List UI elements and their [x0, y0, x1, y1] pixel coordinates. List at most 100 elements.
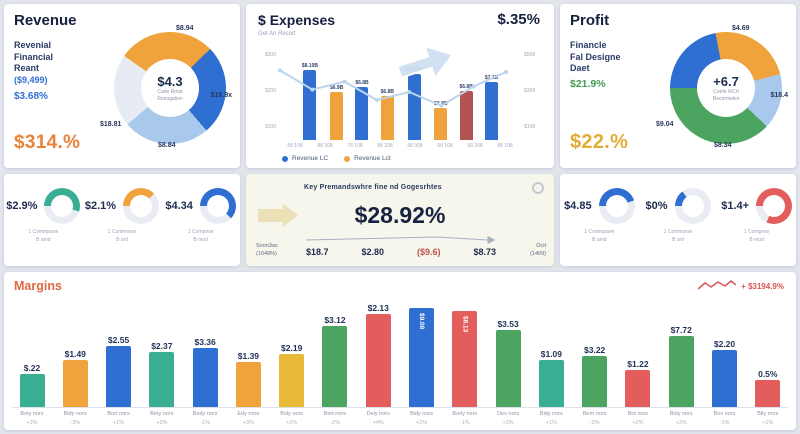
- kpi-caption: 1 Comprise B mod: [187, 229, 214, 243]
- gauge-ring-icon[interactable]: [44, 188, 81, 224]
- expense-bar-item[interactable]: $8.30B: [406, 67, 422, 140]
- margin-bar-item[interactable]: $3.53 Dev nors +3%: [488, 319, 528, 428]
- expense-bar-item[interactable]: $2.9B: [434, 101, 447, 140]
- margin-bar-item[interactable]: $2.19 Boly nors +2%: [272, 343, 312, 428]
- margin-x-sublabel: +2%: [415, 420, 428, 426]
- margins-panel: Margins + $3194.9% $.22 Boty nors +2% $1.49…: [4, 272, 796, 430]
- expenses-subtitle: Get An Recort: [258, 31, 296, 37]
- margin-bar[interactable]: [279, 354, 305, 408]
- margin-bar[interactable]: [712, 350, 737, 408]
- expense-bar[interactable]: [330, 92, 344, 140]
- margin-bar[interactable]: [668, 336, 694, 408]
- key-metrics-right-label: Ocit (1409): [530, 242, 546, 257]
- kpi-gauge-item[interactable]: $1.4+ 1 Comprise B mod: [721, 188, 793, 244]
- margin-bar-item[interactable]: $1.22 Bot nors +2%: [618, 359, 658, 428]
- expense-bar[interactable]: [434, 107, 448, 140]
- margin-bar[interactable]: [582, 356, 608, 408]
- margin-bar-item[interactable]: $3.12 Bert nore -2%: [315, 315, 355, 428]
- metric-value: $8.73: [473, 247, 496, 257]
- expenses-bar-chart[interactable]: $8.10B $6.9B $6.8B $6.8B $8.30B $2.9B $6.8B $7.…: [278, 44, 520, 140]
- expense-bar[interactable]: [459, 90, 473, 140]
- margin-bar-item[interactable]: $2.13 Dely nors +4%: [358, 303, 398, 428]
- margin-bar[interactable]: [538, 360, 564, 408]
- expense-bar-item[interactable]: $7.1B: [485, 75, 498, 140]
- profit-segment-label: $4.69: [732, 25, 750, 32]
- kpi-gauge-item[interactable]: $2.1% 1 Commorse B srd: [85, 188, 160, 244]
- expense-bar-item[interactable]: $6.8B: [381, 89, 394, 140]
- legend-item[interactable]: Revenue Lct: [344, 155, 391, 162]
- revenue-donut-center: $4.3 Carle Rotat Renogation: [141, 59, 199, 117]
- expense-bar[interactable]: [380, 95, 394, 140]
- gauge-ring-icon[interactable]: [199, 188, 236, 224]
- expense-x-label: 58 108: [287, 143, 303, 149]
- margin-bar-item[interactable]: $2.37 Bety nors +2%: [142, 341, 182, 428]
- expense-bar[interactable]: [484, 82, 498, 140]
- margin-bar[interactable]: [106, 346, 132, 408]
- margin-bar-item[interactable]: $9.08 Bidy nors +2%: [402, 297, 442, 428]
- expense-bar[interactable]: [407, 73, 421, 140]
- margins-bar-chart[interactable]: $.22 Boty nors +2% $1.49 Bidy nore -3% $2.55 Bo…: [12, 294, 788, 428]
- gauge-ring-icon[interactable]: [674, 188, 711, 224]
- expense-bar[interactable]: [355, 87, 369, 140]
- margin-bar[interactable]: [149, 352, 175, 408]
- top-row: Revenue Revenial Financial Reant ($9,499…: [4, 4, 796, 168]
- margin-bar[interactable]: [495, 330, 521, 408]
- margin-bar-item[interactable]: $3.22 Bem nors -2%: [575, 345, 615, 428]
- profit-summary: Financle Fal Designe Daet $21.9%: [570, 40, 621, 92]
- profit-segment-label: $8.34: [714, 142, 732, 149]
- margin-x-sublabel: +4%: [372, 420, 384, 426]
- profit-donut-chart[interactable]: +6.7 Crarle foCrt Recermeles $4.69 $18.4…: [656, 25, 788, 149]
- gauge-ring-icon[interactable]: [756, 188, 793, 224]
- margin-bar[interactable]: [62, 360, 88, 408]
- expense-bar-item[interactable]: $6.8B: [355, 80, 369, 140]
- margin-bar-item[interactable]: $2.20 Bov nors -1%: [705, 339, 745, 428]
- margin-x-sublabel: +1%: [112, 420, 125, 426]
- margin-bar[interactable]: [625, 370, 651, 408]
- kpi-value: $0%: [645, 200, 668, 212]
- margin-x-label: Bem nors: [582, 411, 607, 417]
- expense-bar-item[interactable]: $6.8B: [459, 84, 473, 140]
- margin-bar[interactable]: $8.13: [452, 311, 478, 408]
- kpi-value: $4.85: [564, 200, 592, 212]
- margin-bar-item[interactable]: $2.55 Bort nors +1%: [99, 335, 139, 428]
- kpi-gauge-item[interactable]: $4.85 1 Commpane B amd: [563, 188, 635, 244]
- margin-bar[interactable]: [755, 380, 781, 408]
- margin-bar[interactable]: [365, 314, 391, 408]
- margin-bar-item[interactable]: $1.39 Edy nore +3%: [228, 351, 268, 428]
- margin-bar[interactable]: [192, 348, 218, 408]
- target-ring-icon: [532, 182, 544, 194]
- expense-bar[interactable]: [303, 70, 317, 140]
- expense-bar-item[interactable]: $6.9B: [330, 85, 343, 140]
- spark-line-icon: [698, 280, 737, 290]
- profit-title: Profit: [570, 12, 610, 29]
- margin-bar-value-label: $1.22: [627, 359, 649, 369]
- margin-bar-value-label: $2.13: [367, 303, 389, 313]
- margin-x-sublabel: +3%: [675, 420, 687, 426]
- kpi-gauge-item[interactable]: $0% 1 Commorse B srd: [642, 188, 714, 244]
- margin-bar-item[interactable]: 0.5% Bily nors +1%: [748, 369, 788, 428]
- expense-bar-label: $8.10B: [301, 63, 318, 70]
- margin-bar-item[interactable]: $8.13 Borly nors -1%: [445, 300, 485, 428]
- margin-x-sublabel: +1%: [545, 420, 557, 426]
- margin-bar-item[interactable]: $7.72 Bidy nors +3%: [661, 325, 701, 428]
- margin-bar-value-label: $2.55: [107, 335, 130, 345]
- revenue-sub-line: Revenial: [14, 40, 52, 50]
- margin-bar-item[interactable]: $3.36 Body nors -1%: [185, 337, 225, 428]
- margin-bar-item[interactable]: $1.09 Bidy nors +1%: [531, 349, 571, 428]
- gauge-ring-icon[interactable]: [598, 188, 635, 224]
- revenue-donut-chart[interactable]: $4.3 Carle Rotat Renogation $8.94 $18.9x…: [100, 25, 232, 149]
- margin-bar[interactable]: [235, 362, 261, 408]
- kpi-gauge-item[interactable]: $4.34 1 Comprise B mod: [165, 188, 237, 244]
- gauge-ring-icon[interactable]: [123, 188, 160, 224]
- expense-x-label: 58 208: [467, 143, 483, 149]
- margin-bar[interactable]: $9.08: [409, 308, 435, 408]
- margin-bar[interactable]: [322, 326, 348, 408]
- margin-bar-item[interactable]: $1.49 Bidy nore -3%: [55, 349, 95, 428]
- margin-bar[interactable]: [19, 374, 45, 408]
- expenses-bars[interactable]: $8.10B $6.9B $6.8B $6.8B $8.30B $2.9B $6.8B $7.…: [280, 48, 520, 140]
- kpi-gauge-item[interactable]: $2.9% 1 Commpane B amd: [6, 188, 81, 244]
- expense-bar-item[interactable]: $8.10B: [302, 63, 318, 140]
- legend-item[interactable]: Revenue LC: [282, 155, 328, 162]
- profit-big-value: $22.%: [570, 131, 629, 153]
- margin-bar-item[interactable]: $.22 Boty nors +2%: [12, 363, 52, 428]
